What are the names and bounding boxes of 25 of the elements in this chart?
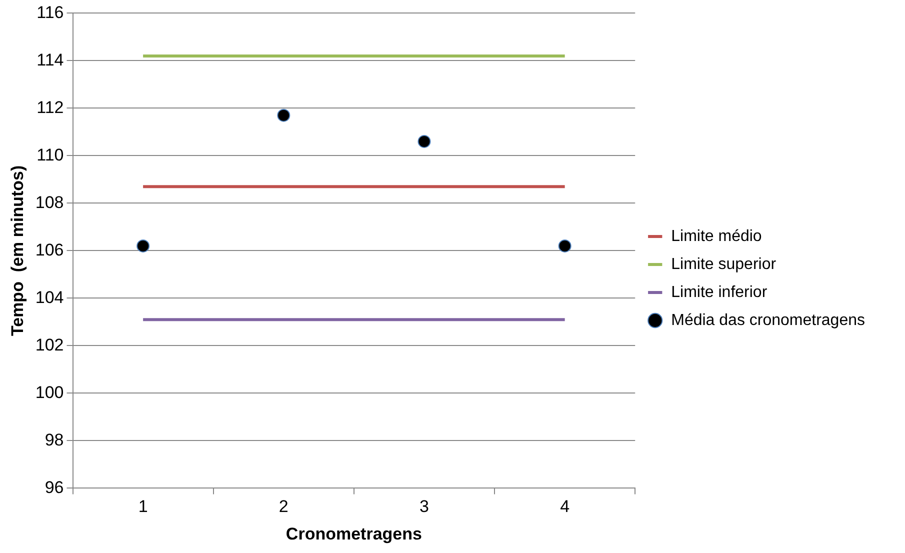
legend-label: Limite superior [671, 256, 777, 273]
legend-label: Limite médio [671, 228, 762, 245]
y-tick-label: 106 [35, 240, 64, 260]
legend-label: Limite inferior [671, 284, 768, 301]
point [136, 239, 150, 252]
y-tick-label: 114 [36, 50, 64, 70]
y-tick-label: 112 [36, 98, 64, 117]
y-tick-label: 110 [36, 145, 64, 164]
x-axis-title: Cronometragens [286, 524, 422, 544]
y-tick-label: 116 [36, 2, 64, 22]
x-tick-label: 2 [278, 497, 288, 516]
y-tick-label: 108 [35, 192, 64, 212]
point [558, 239, 572, 252]
point [418, 134, 431, 148]
y-tick-label: 102 [35, 335, 64, 354]
y-tick-label: 98 [44, 430, 64, 450]
y-tick-label: 104 [35, 288, 64, 307]
y-tick-label: 96 [44, 478, 64, 497]
x-tick-label: 4 [560, 497, 570, 516]
y-axis-title: Tempo (em minutos) [8, 165, 27, 336]
x-tick-label: 1 [138, 497, 148, 516]
y-tick-label: 100 [35, 382, 64, 402]
point [277, 108, 290, 122]
x-tick-label: 3 [420, 497, 429, 516]
legend-label: Média das cronometragens [671, 312, 866, 329]
